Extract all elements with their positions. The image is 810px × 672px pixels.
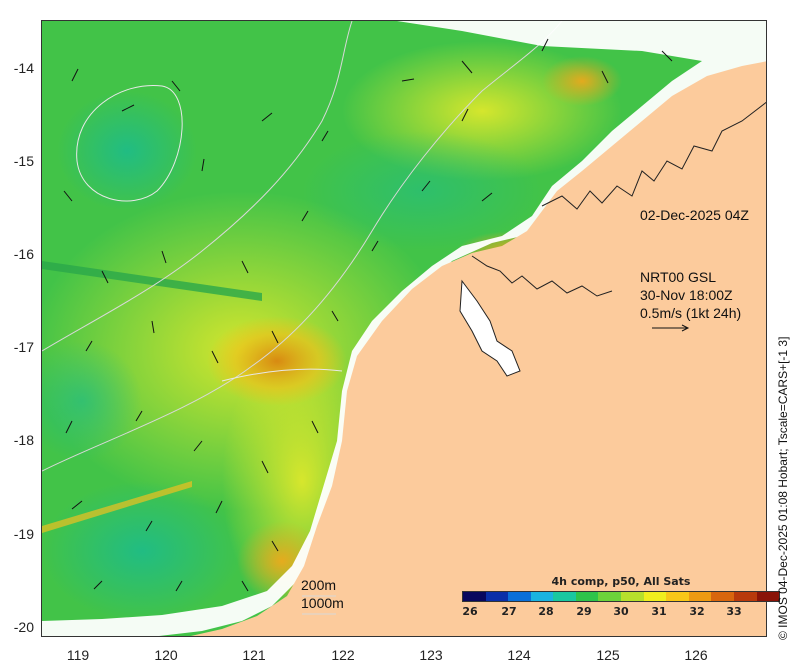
- x-tick: 119: [66, 647, 90, 663]
- swath-stripe-sw: [42, 481, 192, 533]
- sst-map: [41, 20, 767, 637]
- warm-hotspot: [207, 316, 347, 406]
- x-tick: 120: [154, 647, 178, 663]
- swath-stripe: [42, 261, 262, 301]
- colorbar-tick: 33: [726, 605, 742, 618]
- colorbar-swatch: [643, 592, 667, 601]
- colorbar-tick: 30: [613, 605, 629, 618]
- y-tick: -18: [13, 432, 34, 448]
- cool-eddy-north: [57, 91, 197, 211]
- y-tick: -17: [13, 339, 34, 355]
- x-tick: 125: [596, 647, 620, 663]
- warm-coastal-north: [542, 56, 622, 106]
- colorbar-swatch: [485, 592, 509, 601]
- x-tick: 126: [684, 647, 708, 663]
- vector-scale-label: 0.5m/s (1kt 24h): [640, 305, 742, 321]
- colorbar-swatch: [508, 592, 531, 601]
- colorbar-tick: 28: [538, 605, 554, 618]
- colorbar-swatch: [621, 592, 644, 601]
- colorbar-tick: 32: [689, 605, 705, 618]
- y-tick: -19: [13, 526, 34, 542]
- colorbar-tick: 29: [576, 605, 592, 618]
- y-tick: -14: [13, 60, 34, 76]
- y-tick: -15: [13, 153, 34, 169]
- eddy-contour: [76, 84, 183, 202]
- colorbar-swatch: [530, 592, 554, 601]
- date-label: 02-Dec-2025 04Z: [640, 207, 749, 223]
- nodata-coastal-strip: [42, 21, 766, 636]
- colorbar-swatch: [463, 592, 486, 601]
- colorbar-tick: 27: [501, 605, 517, 618]
- contour-south: [221, 368, 343, 382]
- colorbar-swatch: [688, 592, 712, 601]
- colorbar-tick: 26: [462, 605, 478, 618]
- y-tick: -20: [13, 619, 34, 635]
- colorbar-title: 4h comp, p50, All Sats: [551, 575, 691, 588]
- colorbar: [462, 591, 780, 602]
- colorbar-tick: 31: [651, 605, 667, 618]
- model-time-label: 30-Nov 18:00Z: [640, 287, 733, 303]
- colorbar-swatch: [553, 592, 576, 601]
- y-tick: -16: [13, 246, 34, 262]
- x-tick: 124: [507, 647, 531, 663]
- coastline-kimberley: [541, 101, 766, 210]
- colorbar-swatch: [575, 592, 599, 601]
- sst-map-canvas: [42, 21, 766, 636]
- x-tick: 121: [242, 647, 266, 663]
- coastline-buccaneer: [471, 255, 613, 297]
- credit-label: © IMOS 04-Dec-2025 01:08 Hobart; Tscale=…: [776, 336, 790, 640]
- land-mainland: [190, 61, 766, 636]
- x-tick: 123: [419, 647, 443, 663]
- colorbar-swatch: [598, 592, 622, 601]
- colorbar-swatch: [733, 592, 757, 601]
- isobath-1000m-line: [42, 21, 353, 352]
- colorbar-swatch: [666, 592, 689, 601]
- colorbar-swatch: [756, 592, 780, 601]
- x-tick: 122: [331, 647, 355, 663]
- isobath-1000m-label: 1000m: [301, 595, 344, 611]
- isobath-200m-line: [42, 21, 563, 472]
- isobath-200m-label: 200m: [301, 577, 337, 593]
- model-label: NRT00 GSL: [640, 269, 716, 285]
- vector-scale-arrow: [652, 324, 690, 332]
- colorbar-swatch: [711, 592, 734, 601]
- current-vectors: [63, 38, 673, 592]
- coastline-king-sound: [459, 279, 521, 377]
